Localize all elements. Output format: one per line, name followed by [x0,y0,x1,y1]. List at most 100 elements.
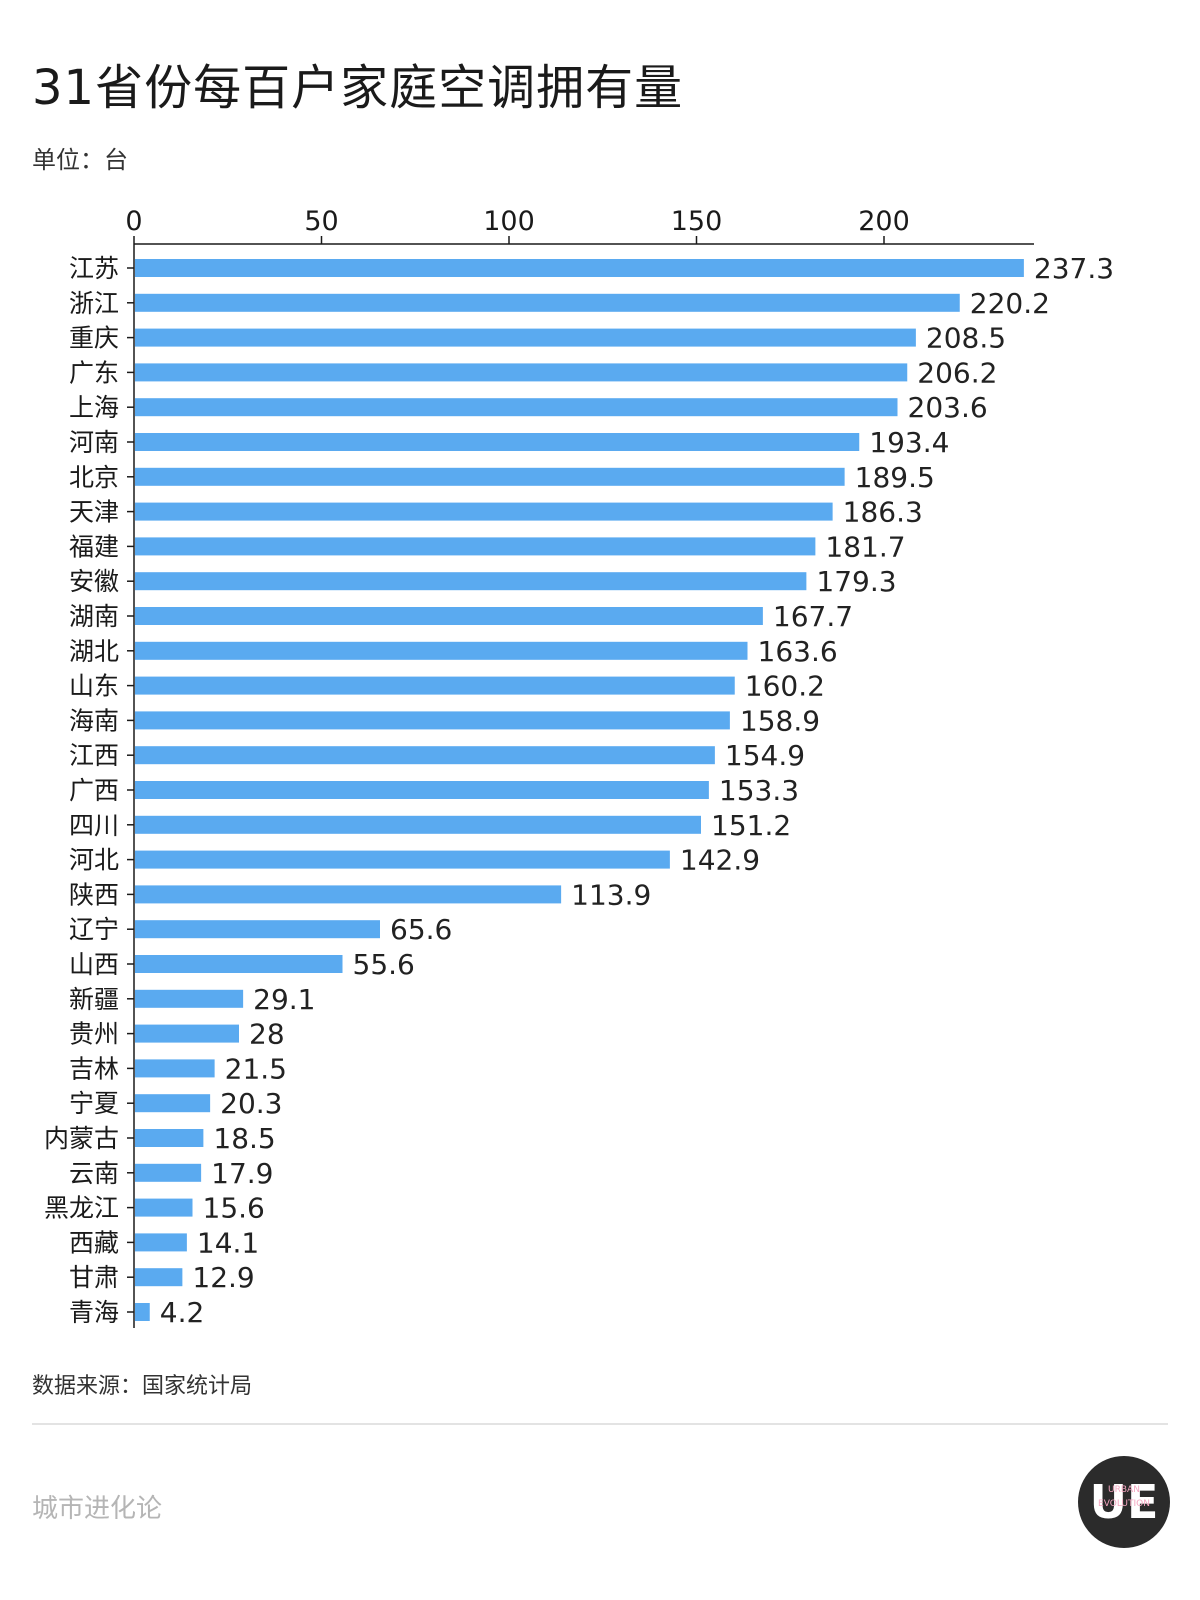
unit-label: 单位：台 [32,146,128,174]
value-label: 14.1 [197,1226,259,1259]
bar [135,955,343,973]
category-label: 甘肃 [69,1263,119,1292]
bar [135,433,860,451]
value-label: 113.9 [571,878,651,911]
category-label: 内蒙古 [44,1124,119,1153]
bar [135,1059,215,1078]
bar [135,850,670,869]
category-label: 黑龙江 [44,1194,119,1223]
bar [135,746,715,765]
footer-divider [32,1423,1168,1425]
category-label: 江苏 [69,254,119,283]
category-label: 北京 [69,463,119,492]
value-label: 17.9 [211,1157,273,1190]
value-label: 21.5 [225,1052,287,1085]
category-label: 新疆 [69,985,119,1014]
value-label: 163.6 [758,635,838,668]
value-label: 153.3 [719,774,799,807]
x-tick-label: 0 [125,206,142,237]
bar [135,259,1024,277]
bars [135,259,1024,1321]
category-label: 河南 [69,428,119,457]
category-label: 浙江 [69,289,119,318]
data-source: 数据来源：国家统计局 [32,1374,253,1399]
category-label: 山东 [69,672,119,701]
bar [135,398,898,417]
category-label: 广西 [69,776,119,805]
x-tick-label: 100 [483,206,535,237]
category-label: 云南 [69,1159,119,1188]
value-label: 220.2 [970,287,1050,320]
bar [135,572,807,591]
bar-chart: 0 50 100 150 200 江苏浙江重庆广东上海河南北京天津福建安徽湖南湖北山东海… [44,206,1114,1329]
category-label: 吉林 [69,1054,119,1083]
value-label: 55.6 [353,948,415,981]
bar [135,1268,183,1287]
category-labels: 江苏浙江重庆广东上海河南北京天津福建安徽湖南湖北山东海南江西广西四川河北陕西辽宁… [44,254,119,1327]
value-label: 65.6 [390,913,452,946]
category-label: 天津 [69,498,119,527]
value-label: 142.9 [680,844,760,877]
value-label: 167.7 [773,600,853,633]
category-label: 宁夏 [69,1089,119,1118]
bar [135,781,709,799]
bar [135,363,908,382]
value-label: 12.9 [192,1261,254,1294]
category-label: 贵州 [69,1020,119,1049]
value-label: 18.5 [213,1122,275,1155]
bar [135,1198,193,1217]
bar [135,989,244,1008]
category-label: 海南 [69,706,119,735]
value-label: 203.6 [908,391,988,424]
bar [135,502,833,521]
value-labels: 237.3220.2208.5206.2203.6193.4189.5186.3… [160,252,1114,1329]
value-label: 158.9 [740,704,820,737]
category-label: 上海 [69,393,119,422]
value-label: 208.5 [926,322,1006,355]
bar [135,1303,150,1321]
brand-name: 城市进化论 [32,1494,163,1524]
bar [135,815,701,834]
category-label: 福建 [69,532,119,561]
value-label: 20.3 [220,1087,282,1120]
value-label: 4.2 [160,1296,205,1329]
bar [135,1024,239,1043]
x-tick-label: 50 [304,206,338,237]
category-label: 广东 [69,358,119,387]
x-tick-label: 150 [671,206,723,237]
category-label: 湖北 [69,637,119,666]
category-label: 西藏 [69,1228,119,1257]
value-label: 186.3 [843,496,923,529]
logo-text-top: URBAN [1108,1485,1140,1495]
value-label: 181.7 [825,530,905,563]
x-tick-label: 200 [858,206,910,237]
chart-title: 31省份每百户家庭空调拥有量 [32,60,684,116]
logo-text-bottom: EVOLUTION [1098,1499,1150,1509]
value-label: 15.6 [203,1192,265,1225]
category-label: 江西 [69,741,119,770]
value-label: 189.5 [855,461,935,494]
value-label: 28 [249,1018,285,1051]
bar [135,885,562,904]
bar [135,1094,211,1113]
category-label: 青海 [69,1298,119,1327]
bar [135,641,748,660]
category-label: 重庆 [69,324,119,353]
category-label: 河北 [69,846,119,875]
category-label: 湖南 [69,602,119,631]
bar [135,1163,202,1182]
brand-logo: UE URBAN EVOLUTION [1078,1456,1170,1548]
value-label: 29.1 [253,983,315,1016]
value-label: 151.2 [711,809,791,842]
value-label: 179.3 [816,565,896,598]
logo-mark: UE [1090,1475,1159,1529]
category-label: 四川 [69,811,119,840]
value-label: 193.4 [869,426,949,459]
bar [135,1233,187,1252]
category-label: 安徽 [69,567,119,596]
bar [135,711,730,730]
bar [135,1129,204,1147]
bar [135,328,916,347]
value-label: 154.9 [725,739,805,772]
bar [135,607,763,625]
